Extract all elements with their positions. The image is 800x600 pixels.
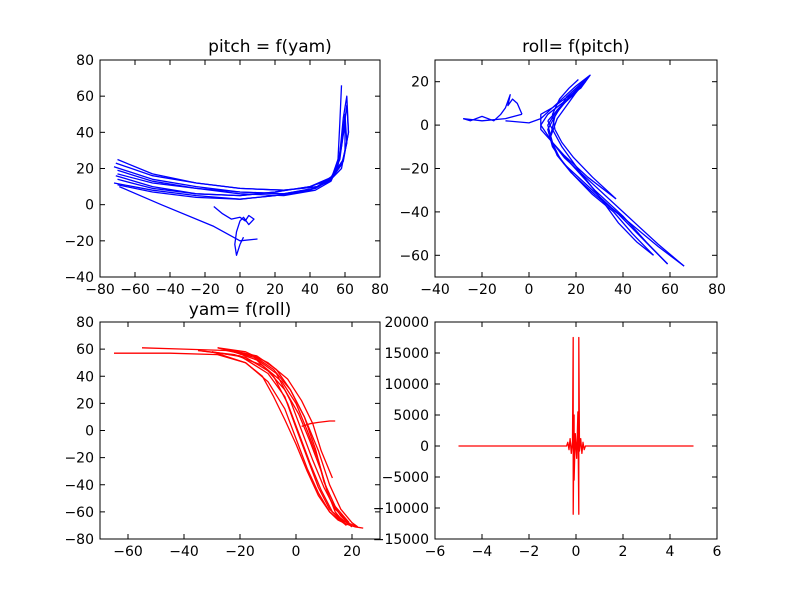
x-tick-label: 20 [567, 282, 585, 298]
x-tick-label: −40 [169, 544, 199, 560]
y-tick-label: 80 [76, 315, 94, 331]
x-tick-label: 20 [266, 282, 284, 298]
subplot-title: roll= f(pitch) [522, 37, 630, 57]
y-tick-label: 60 [76, 342, 94, 358]
y-tick-label: 15000 [384, 346, 429, 362]
series-line-8 [217, 347, 350, 524]
x-tick-label: −2 [519, 544, 540, 560]
x-tick-label: −80 [85, 282, 115, 298]
x-tick-label: 40 [301, 282, 319, 298]
series-line-6 [547, 120, 654, 256]
x-tick-label: −40 [155, 282, 185, 298]
x-tick-label: 4 [666, 544, 675, 560]
subplot-yam-vs-roll: yam= f(roll) −60 −40 −20 0 20 −80 −60 −40 −20 0 20… [64, 300, 381, 560]
series-line-5 [119, 186, 258, 242]
x-tick-label: 40 [614, 282, 632, 298]
x-tick-label: −20 [190, 282, 220, 298]
series-line-1 [463, 113, 523, 122]
y-tick-label: 80 [76, 53, 94, 69]
x-tick-label: −20 [467, 282, 497, 298]
series-line-10 [301, 420, 336, 428]
subplot-title: yam= f(roll) [189, 300, 291, 320]
y-tick-label: 20 [76, 162, 94, 178]
x-tick-label: 2 [619, 544, 628, 560]
y-tick-label: 60 [76, 89, 94, 105]
y-tick-label: −20 [64, 234, 94, 250]
y-tick-label: −80 [64, 532, 94, 548]
series-line-2 [117, 113, 348, 200]
y-tick-label: 10000 [384, 377, 429, 393]
series-line-4 [211, 351, 347, 526]
x-tick-label: −60 [113, 544, 143, 560]
y-tick-label: 40 [76, 369, 94, 385]
y-tick-label: 20 [76, 396, 94, 412]
y-tick-label: −40 [64, 270, 94, 286]
y-tick-label: −15000 [373, 532, 429, 548]
series-line-2 [505, 74, 685, 267]
x-tick-label: 0 [236, 282, 245, 298]
series-line-0 [463, 94, 523, 122]
subplot-pitch-vs-yam: pitch = f(yam) −80 −60 −40 −20 0 20 40 60 80−40−… [64, 37, 388, 298]
y-tick-label: −20 [399, 162, 429, 178]
x-tick-label: 80 [371, 282, 389, 298]
y-tick-label: −40 [399, 205, 429, 221]
series-line-4 [117, 85, 343, 195]
x-tick-label: −6 [425, 544, 446, 560]
y-tick-label: 0 [420, 118, 429, 134]
series-line-8 [547, 76, 617, 200]
series-line-0 [458, 336, 694, 515]
y-tick-label: 20000 [384, 315, 429, 331]
x-tick-label: 6 [713, 544, 722, 560]
x-tick-label: −20 [225, 544, 255, 560]
x-tick-label: 0 [572, 544, 581, 560]
x-tick-label: −60 [120, 282, 150, 298]
subplot-roll-vs-pitch: roll= f(pitch) −40 −20 0 20 40 60 80 −60 −40 −20 0… [399, 37, 725, 298]
x-tick-label: 60 [336, 282, 354, 298]
series-line-9 [217, 347, 334, 479]
y-tick-label: −60 [399, 248, 429, 264]
y-tick-label: 20 [411, 75, 429, 91]
x-tick-label: −4 [472, 544, 493, 560]
y-tick-label: −60 [64, 505, 94, 521]
x-tick-label: 20 [343, 544, 361, 560]
y-tick-label: 0 [85, 198, 94, 214]
series-line-7 [549, 76, 654, 256]
y-tick-label: 0 [420, 439, 429, 455]
x-tick-label: −40 [420, 282, 450, 298]
x-tick-label: 0 [292, 544, 301, 560]
y-tick-label: −5000 [382, 470, 429, 486]
y-tick-label: −20 [64, 451, 94, 467]
series-line-9 [551, 79, 617, 200]
series-line-6 [213, 205, 255, 256]
x-tick-label: 0 [525, 282, 534, 298]
subplot-spectrum: −6 −4 −2 0 2 4 6 −15000 −10000 −5000 0 5000 10000 150… [373, 315, 722, 560]
series-line-6 [225, 348, 353, 528]
y-tick-label: 0 [85, 424, 94, 440]
y-tick-label: 40 [76, 125, 94, 141]
series-line-3 [115, 95, 350, 197]
subplot-title: pitch = f(yam) [208, 37, 332, 57]
y-tick-label: 5000 [393, 408, 429, 424]
x-tick-label: 80 [708, 282, 726, 298]
y-tick-label: −10000 [373, 501, 429, 517]
y-tick-label: −40 [64, 478, 94, 494]
x-tick-label: 60 [661, 282, 679, 298]
